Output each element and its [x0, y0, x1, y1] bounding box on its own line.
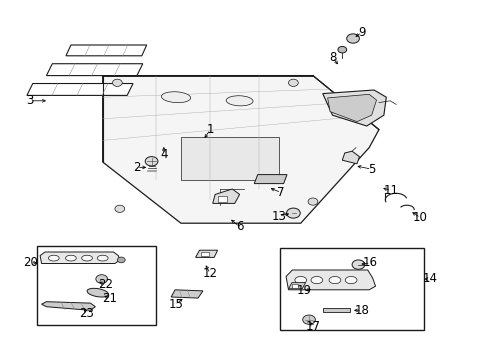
Text: 4: 4	[160, 148, 167, 161]
Bar	[279, 248, 423, 330]
Polygon shape	[342, 151, 359, 164]
Polygon shape	[212, 189, 239, 203]
Circle shape	[307, 198, 317, 205]
Text: 5: 5	[367, 163, 375, 176]
Polygon shape	[41, 302, 95, 310]
Polygon shape	[66, 45, 146, 56]
Text: 17: 17	[305, 320, 320, 333]
Polygon shape	[40, 252, 120, 264]
Text: 14: 14	[422, 273, 437, 285]
Polygon shape	[285, 270, 375, 290]
Ellipse shape	[81, 255, 92, 261]
Circle shape	[268, 176, 278, 184]
Polygon shape	[171, 290, 203, 298]
Ellipse shape	[294, 276, 306, 284]
Circle shape	[346, 34, 359, 43]
Polygon shape	[181, 137, 278, 180]
Ellipse shape	[226, 96, 252, 106]
Circle shape	[286, 208, 300, 218]
Text: 10: 10	[412, 211, 427, 224]
Polygon shape	[217, 196, 227, 202]
Text: 16: 16	[363, 256, 377, 269]
Circle shape	[115, 205, 124, 212]
Polygon shape	[46, 64, 142, 76]
Text: 20: 20	[23, 256, 38, 269]
Circle shape	[117, 257, 125, 263]
Polygon shape	[201, 252, 209, 256]
Text: 22: 22	[98, 278, 112, 291]
Polygon shape	[102, 76, 378, 223]
Circle shape	[302, 315, 315, 324]
Polygon shape	[327, 94, 376, 122]
Text: 21: 21	[102, 292, 117, 305]
Circle shape	[337, 46, 346, 53]
Polygon shape	[291, 284, 298, 288]
Circle shape	[288, 79, 298, 86]
Text: 1: 1	[206, 123, 214, 136]
Bar	[37, 246, 156, 325]
Polygon shape	[322, 308, 349, 312]
Circle shape	[96, 275, 107, 283]
Circle shape	[145, 157, 158, 166]
Polygon shape	[288, 283, 305, 289]
Ellipse shape	[328, 276, 340, 284]
Ellipse shape	[48, 255, 59, 261]
Text: 2: 2	[133, 161, 141, 174]
Ellipse shape	[97, 255, 108, 261]
Circle shape	[112, 79, 122, 86]
Text: 8: 8	[328, 51, 336, 64]
Text: 15: 15	[168, 298, 183, 311]
Text: 18: 18	[354, 304, 368, 317]
Polygon shape	[322, 90, 386, 126]
Text: 12: 12	[203, 267, 217, 280]
Text: 23: 23	[80, 307, 94, 320]
Text: 19: 19	[296, 284, 311, 297]
Text: 11: 11	[383, 184, 398, 197]
Ellipse shape	[87, 288, 108, 297]
Text: 13: 13	[271, 210, 285, 222]
Ellipse shape	[310, 276, 322, 284]
Ellipse shape	[345, 276, 356, 284]
Polygon shape	[27, 84, 133, 95]
Text: 6: 6	[235, 220, 243, 233]
Ellipse shape	[65, 255, 76, 261]
Text: 3: 3	[26, 94, 34, 107]
Ellipse shape	[161, 92, 190, 103]
Polygon shape	[254, 175, 286, 184]
Text: 7: 7	[277, 186, 285, 199]
Polygon shape	[195, 250, 217, 257]
Circle shape	[351, 260, 364, 269]
Text: 9: 9	[357, 26, 365, 39]
